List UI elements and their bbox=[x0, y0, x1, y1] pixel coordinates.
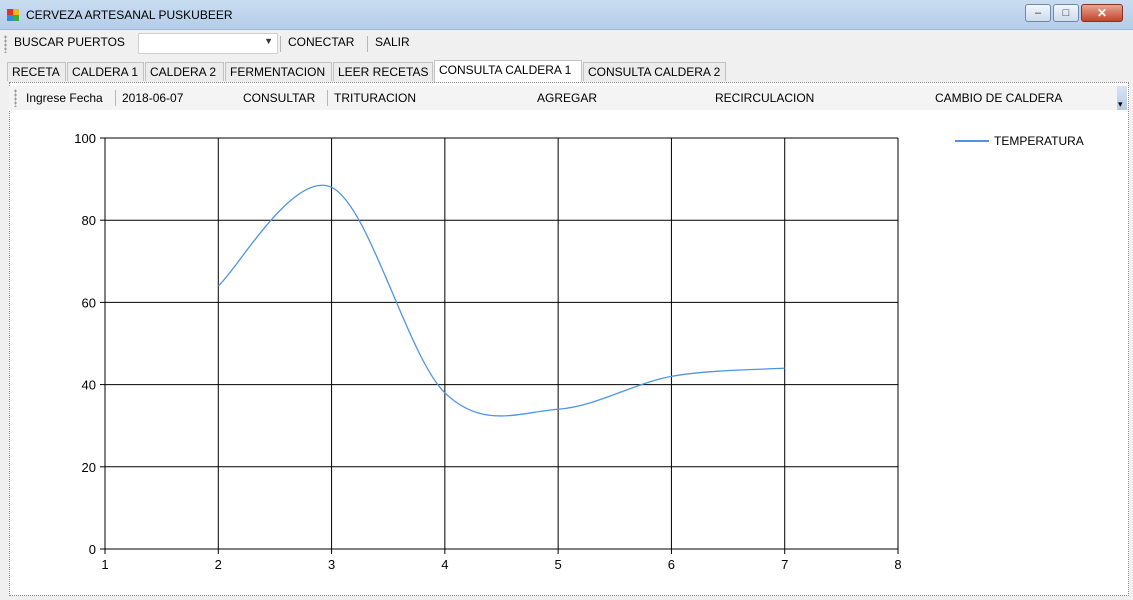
x-tick-label: 4 bbox=[441, 557, 448, 572]
close-icon: ✕ bbox=[1096, 6, 1108, 20]
salir-button[interactable]: SALIR bbox=[375, 35, 410, 49]
grip-handle[interactable] bbox=[14, 89, 17, 107]
x-tick-label: 5 bbox=[555, 557, 562, 572]
tab-consulta-caldera-2[interactable]: CONSULTA CALDERA 2 bbox=[583, 62, 726, 81]
toolstrip-separator bbox=[327, 90, 328, 106]
overflow-icon: ▾ bbox=[1118, 99, 1123, 109]
y-tick-label: 20 bbox=[82, 460, 96, 475]
agregar-button[interactable]: AGREGAR bbox=[537, 91, 598, 105]
recirculacion-button[interactable]: RECIRCULACION bbox=[715, 91, 815, 105]
query-toolstrip: Ingrese Fecha 2018-06-07 CONSULTAR TRITU… bbox=[9, 86, 1127, 110]
x-tick-label: 2 bbox=[215, 557, 222, 572]
title-bar: CERVEZA ARTESANAL PUSKUBEER – □ ✕ bbox=[0, 0, 1133, 30]
minimize-icon: – bbox=[1034, 7, 1042, 19]
maximize-icon: □ bbox=[1062, 7, 1070, 19]
menu-separator bbox=[280, 36, 281, 52]
consultar-button[interactable]: CONSULTAR bbox=[243, 91, 316, 105]
y-tick-label: 100 bbox=[74, 131, 96, 146]
trituracion-button[interactable]: TRITURACION bbox=[334, 91, 416, 105]
port-combobox[interactable]: ▼ bbox=[138, 33, 278, 54]
x-tick-label: 3 bbox=[328, 557, 335, 572]
y-tick-label: 80 bbox=[82, 213, 96, 228]
series-line-temperatura bbox=[217, 184, 785, 417]
tab-consulta-caldera-1[interactable]: CONSULTA CALDERA 1 bbox=[434, 60, 582, 82]
legend-label: TEMPERATURA bbox=[994, 134, 1084, 148]
buscar-puertos-button[interactable]: BUSCAR PUERTOS bbox=[14, 35, 125, 49]
tab-leer-recetas[interactable]: LEER RECETAS bbox=[333, 62, 433, 81]
tab-caldera-1[interactable]: CALDERA 1 bbox=[67, 62, 144, 81]
toolstrip-separator bbox=[115, 90, 116, 106]
y-tick-label: 0 bbox=[89, 542, 96, 557]
close-button[interactable]: ✕ bbox=[1081, 4, 1123, 22]
app-icon bbox=[7, 9, 19, 21]
tab-strip: RECETA CALDERA 1 CALDERA 2 FERMENTACION … bbox=[0, 60, 1133, 82]
chevron-down-icon[interactable]: ▼ bbox=[264, 36, 273, 46]
x-tick-label: 6 bbox=[668, 557, 675, 572]
tab-fermentacion[interactable]: FERMENTACION bbox=[225, 62, 332, 81]
toolstrip-overflow-button[interactable]: ▾ bbox=[1117, 86, 1127, 110]
tab-panel bbox=[9, 82, 1129, 596]
menu-strip: BUSCAR PUERTOS ▼ CONECTAR SALIR bbox=[0, 30, 1133, 58]
minimize-button[interactable]: – bbox=[1025, 4, 1051, 22]
conectar-button[interactable]: CONECTAR bbox=[288, 35, 355, 49]
tab-receta[interactable]: RECETA bbox=[7, 62, 66, 81]
tab-caldera-2[interactable]: CALDERA 2 bbox=[145, 62, 224, 81]
menu-separator bbox=[367, 36, 368, 52]
maximize-button[interactable]: □ bbox=[1053, 4, 1079, 22]
fecha-label: Ingrese Fecha bbox=[26, 91, 103, 105]
cambio-caldera-button[interactable]: CAMBIO DE CALDERA bbox=[935, 91, 1063, 105]
x-tick-label: 8 bbox=[894, 557, 901, 572]
window-title: CERVEZA ARTESANAL PUSKUBEER bbox=[26, 8, 233, 22]
x-tick-label: 1 bbox=[101, 557, 108, 572]
x-tick-label: 7 bbox=[781, 557, 788, 572]
y-tick-label: 60 bbox=[82, 295, 96, 310]
grip-handle[interactable] bbox=[4, 35, 7, 53]
fecha-input[interactable]: 2018-06-07 bbox=[122, 91, 184, 105]
y-tick-label: 40 bbox=[82, 378, 96, 393]
